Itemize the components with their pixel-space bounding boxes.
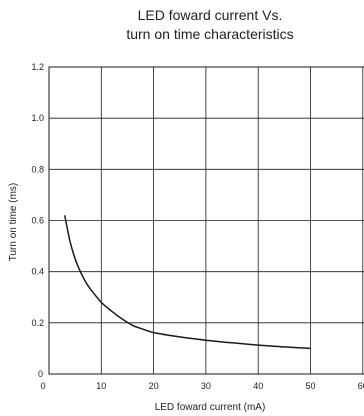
plot-frame bbox=[48, 66, 364, 375]
y-axis-ticks: 0 0.2 0.4 0.6 0.8 1.0 1.2 bbox=[31, 62, 44, 379]
x-tick-label: 50 bbox=[305, 381, 315, 391]
y-tick-label: 0.2 bbox=[31, 318, 44, 328]
y-tick-label: 0.8 bbox=[31, 164, 44, 174]
x-tick-label: 30 bbox=[201, 381, 211, 391]
chart-title-line-1: LED foward current Vs. bbox=[138, 7, 283, 23]
y-tick-label: 0.6 bbox=[31, 216, 44, 226]
x-axis-ticks: 0 10 20 30 40 50 60 bbox=[40, 381, 364, 391]
x-tick-label: 40 bbox=[253, 381, 263, 391]
x-axis-label: LED foward current (mA) bbox=[155, 402, 266, 413]
x-tick-label: 20 bbox=[149, 381, 159, 391]
grid bbox=[49, 67, 364, 374]
y-tick-label: 1.2 bbox=[31, 62, 44, 72]
series-line bbox=[63, 215, 311, 350]
x-tick-label: 60 bbox=[358, 381, 364, 391]
y-tick-label: 1.0 bbox=[31, 113, 44, 123]
chart-title-line-2: turn on time characteristics bbox=[126, 26, 293, 42]
x-tick-label: 10 bbox=[96, 381, 106, 391]
y-axis-label: Turn on time (ms) bbox=[8, 183, 19, 262]
chart-title: LED foward current Vs. turn on time char… bbox=[126, 7, 293, 42]
y-tick-label: 0 bbox=[38, 369, 43, 379]
x-tick-label: 0 bbox=[40, 381, 45, 391]
y-tick-label: 0.4 bbox=[31, 267, 44, 277]
